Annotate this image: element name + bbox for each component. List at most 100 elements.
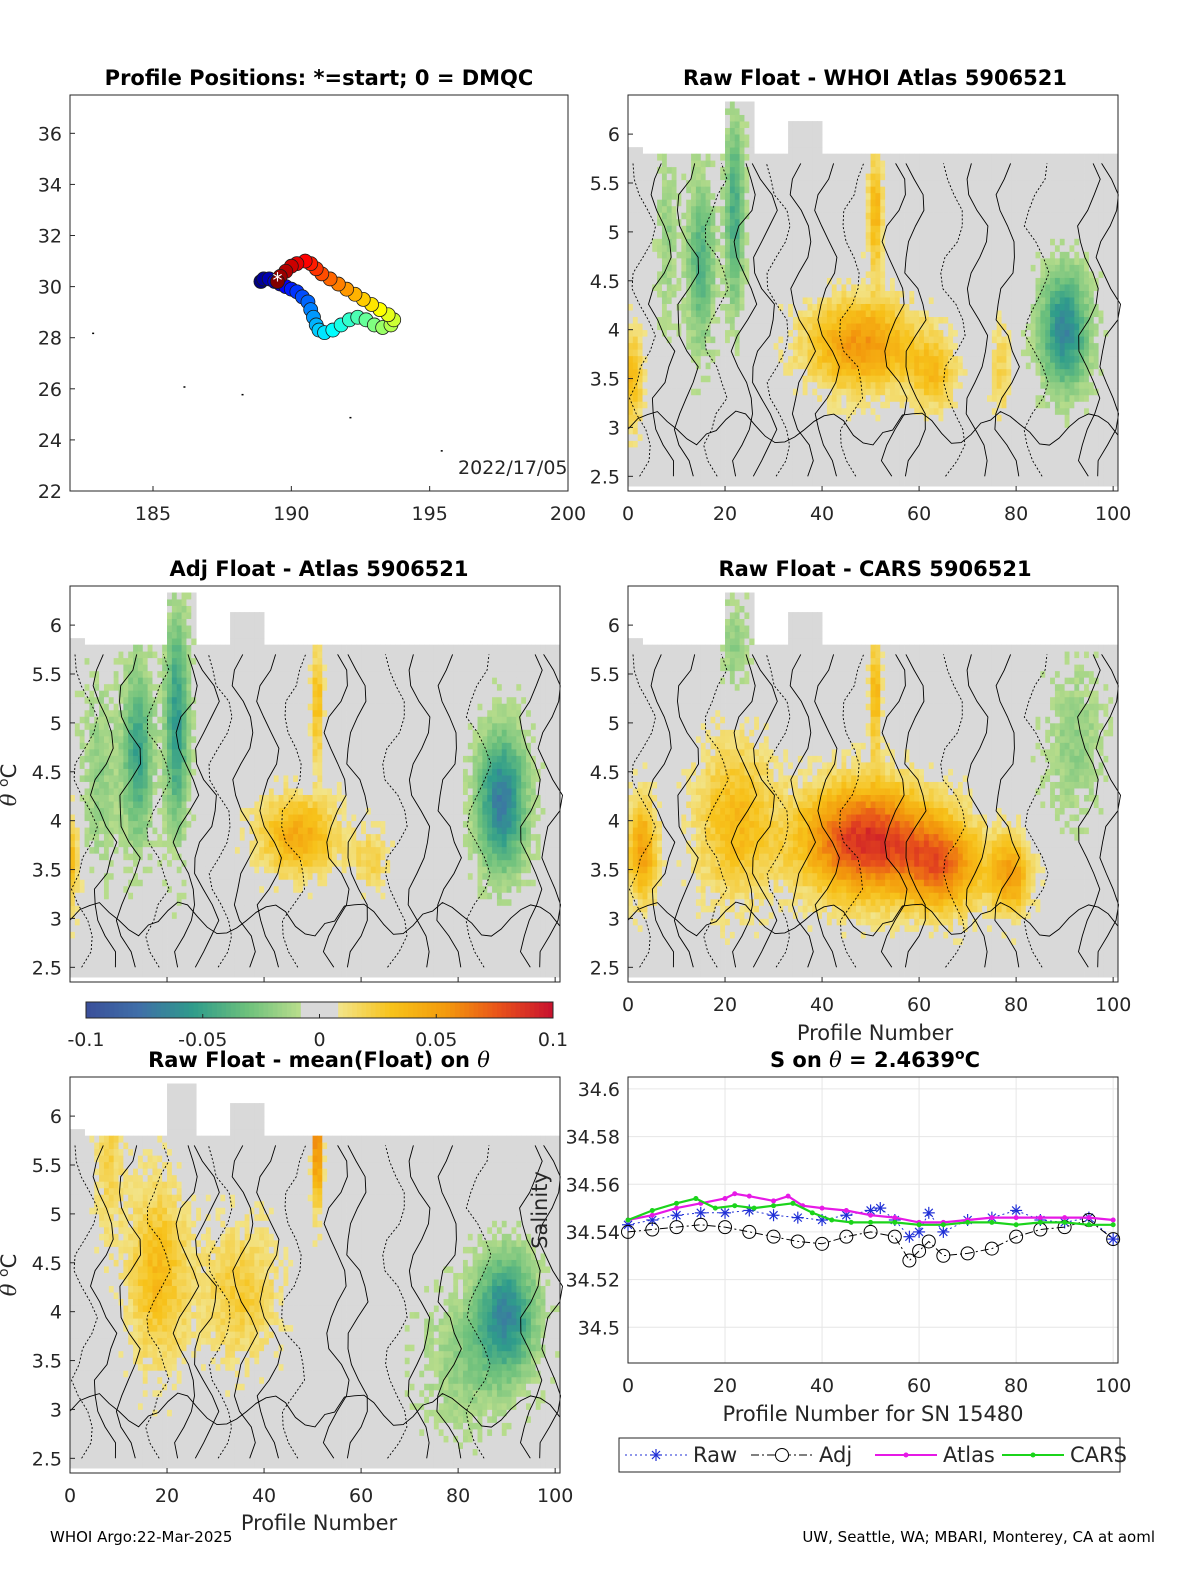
heatmap-cell (628, 310, 633, 317)
heatmap-cell (701, 297, 706, 304)
heatmap-cell (672, 173, 677, 180)
heatmap-cell (1050, 154, 1055, 161)
heatmap-cell (735, 173, 740, 180)
heatmap-cell (686, 369, 691, 376)
heatmap-cell (681, 193, 686, 200)
heatmap-cell (909, 401, 914, 408)
heatmap-cell (749, 238, 754, 245)
heatmap-cell (793, 362, 798, 369)
heatmap-cell (667, 167, 672, 174)
heatmap-cell (1060, 343, 1065, 350)
heatmap-cell (701, 454, 706, 461)
heatmap-cell (788, 454, 793, 461)
heatmap-cell (958, 414, 963, 421)
heatmap-cell (924, 362, 929, 369)
heatmap-cell (1040, 291, 1045, 298)
heatmap-cell (1040, 212, 1045, 219)
heatmap-cell (948, 375, 953, 382)
heatmap-cell (783, 414, 788, 421)
heatmap-cell (686, 258, 691, 265)
heatmap-cell (720, 219, 725, 226)
heatmap-cell (1031, 238, 1036, 245)
heatmap-cell (895, 401, 900, 408)
heatmap-cell (1074, 408, 1079, 415)
heatmap-cell (987, 219, 992, 226)
heatmap-cell (841, 154, 846, 161)
heatmap-cell (1002, 454, 1007, 461)
heatmap-cell (662, 356, 667, 363)
heatmap-cell (1055, 369, 1060, 376)
heatmap-cell (948, 310, 953, 317)
heatmap-cell (846, 173, 851, 180)
heatmap-cell (875, 232, 880, 239)
heatmap-cell (890, 199, 895, 206)
heatmap-cell (1050, 454, 1055, 461)
heatmap-cell (977, 473, 982, 480)
heatmap-cell (939, 473, 944, 480)
heatmap-cell (875, 310, 880, 317)
heatmap-cell (880, 408, 885, 415)
heatmap-cell (885, 480, 890, 487)
heatmap-cell (1069, 304, 1074, 311)
heatmap-cell (880, 297, 885, 304)
heatmap-cell (730, 382, 735, 389)
heatmap-cell (822, 206, 827, 213)
heatmap-cell (958, 251, 963, 258)
heatmap-cell (895, 173, 900, 180)
heatmap-cell (657, 238, 662, 245)
heatmap-cell (720, 460, 725, 467)
heatmap-cell (672, 323, 677, 330)
heatmap-cell (638, 232, 643, 239)
heatmap-cell (841, 434, 846, 441)
heatmap-cell (924, 467, 929, 474)
heatmap-cell (696, 395, 701, 402)
heatmap-cell (701, 180, 706, 187)
heatmap-cell (953, 154, 958, 161)
heatmap-cell (856, 330, 861, 337)
heatmap-cell (1002, 467, 1007, 474)
heatmap-cell (924, 336, 929, 343)
heatmap-cell (871, 343, 876, 350)
heatmap-cell (662, 467, 667, 474)
heatmap-cell (929, 264, 934, 271)
heatmap-cell (672, 232, 677, 239)
heatmap-cell (934, 395, 939, 402)
heatmap-cell (657, 349, 662, 356)
heatmap-cell (677, 278, 682, 285)
heatmap-cell (909, 264, 914, 271)
heatmap-cell (1036, 408, 1041, 415)
heatmap-cell (1074, 427, 1079, 434)
heatmap-cell (851, 206, 856, 213)
heatmap-cell (643, 382, 648, 389)
heatmap-cell (696, 154, 701, 161)
heatmap-cell (740, 480, 745, 487)
heatmap-cell (778, 369, 783, 376)
heatmap-cell (909, 480, 914, 487)
heatmap-cell (808, 414, 813, 421)
heatmap-cell (720, 336, 725, 343)
heatmap-cell (871, 401, 876, 408)
heatmap-cell (662, 388, 667, 395)
heatmap-cell (934, 199, 939, 206)
heatmap-cell (1002, 369, 1007, 376)
heatmap-cell (1074, 440, 1079, 447)
heatmap-cell (924, 395, 929, 402)
heatmap-cell (1021, 317, 1026, 324)
heatmap-cell (672, 264, 677, 271)
heatmap-cell (643, 388, 648, 395)
heatmap-cell (1002, 343, 1007, 350)
heatmap-cell (1065, 278, 1070, 285)
heatmap-cell (1016, 401, 1021, 408)
heatmap-cell (735, 199, 740, 206)
heatmap-cell (735, 291, 740, 298)
heatmap-cell (846, 160, 851, 167)
heatmap-cell (1021, 278, 1026, 285)
heatmap-cell (900, 219, 905, 226)
heatmap-cell (1026, 395, 1031, 402)
heatmap-cell (1045, 369, 1050, 376)
heatmap-cell (788, 121, 793, 128)
heatmap-cell (696, 291, 701, 298)
heatmap-cell (972, 401, 977, 408)
heatmap-cell (657, 473, 662, 480)
heatmap-cell (1074, 375, 1079, 382)
